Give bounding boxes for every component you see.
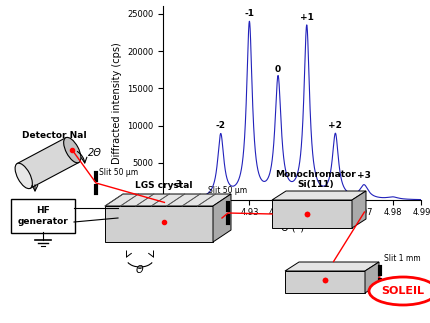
Text: 0: 0 bbox=[275, 65, 281, 74]
Text: LGS crystal: LGS crystal bbox=[135, 181, 193, 190]
Text: Θ: Θ bbox=[136, 265, 144, 275]
Text: Slit 50 μm: Slit 50 μm bbox=[99, 168, 138, 177]
Polygon shape bbox=[365, 262, 379, 293]
X-axis label: Θ (°): Θ (°) bbox=[281, 223, 304, 233]
Text: -1: -1 bbox=[244, 9, 255, 18]
Text: +2: +2 bbox=[329, 121, 342, 130]
Text: 2Θ: 2Θ bbox=[88, 148, 102, 158]
Text: -2: -2 bbox=[216, 121, 226, 130]
Text: -3: -3 bbox=[173, 180, 183, 189]
Polygon shape bbox=[285, 262, 379, 271]
Polygon shape bbox=[105, 206, 213, 242]
Text: Slit 1 mm: Slit 1 mm bbox=[384, 254, 421, 263]
Text: +3: +3 bbox=[357, 171, 371, 180]
Text: Slit 50 μm: Slit 50 μm bbox=[209, 186, 248, 195]
Polygon shape bbox=[272, 191, 366, 200]
Polygon shape bbox=[213, 194, 231, 242]
Ellipse shape bbox=[15, 163, 32, 189]
Polygon shape bbox=[17, 138, 79, 188]
FancyBboxPatch shape bbox=[11, 199, 75, 233]
Text: Monochromator
Si(111): Monochromator Si(111) bbox=[276, 170, 356, 189]
Y-axis label: Diffracted intensity (cps): Diffracted intensity (cps) bbox=[112, 43, 122, 164]
Text: +1: +1 bbox=[300, 13, 313, 22]
Text: HF
generator: HF generator bbox=[18, 206, 68, 226]
Polygon shape bbox=[105, 194, 231, 206]
Text: SOLEIL: SOLEIL bbox=[381, 286, 424, 296]
Text: Detector NaI: Detector NaI bbox=[22, 131, 87, 140]
Ellipse shape bbox=[369, 277, 430, 305]
Polygon shape bbox=[352, 191, 366, 228]
Ellipse shape bbox=[64, 137, 81, 163]
Polygon shape bbox=[272, 200, 352, 228]
Polygon shape bbox=[285, 271, 365, 293]
